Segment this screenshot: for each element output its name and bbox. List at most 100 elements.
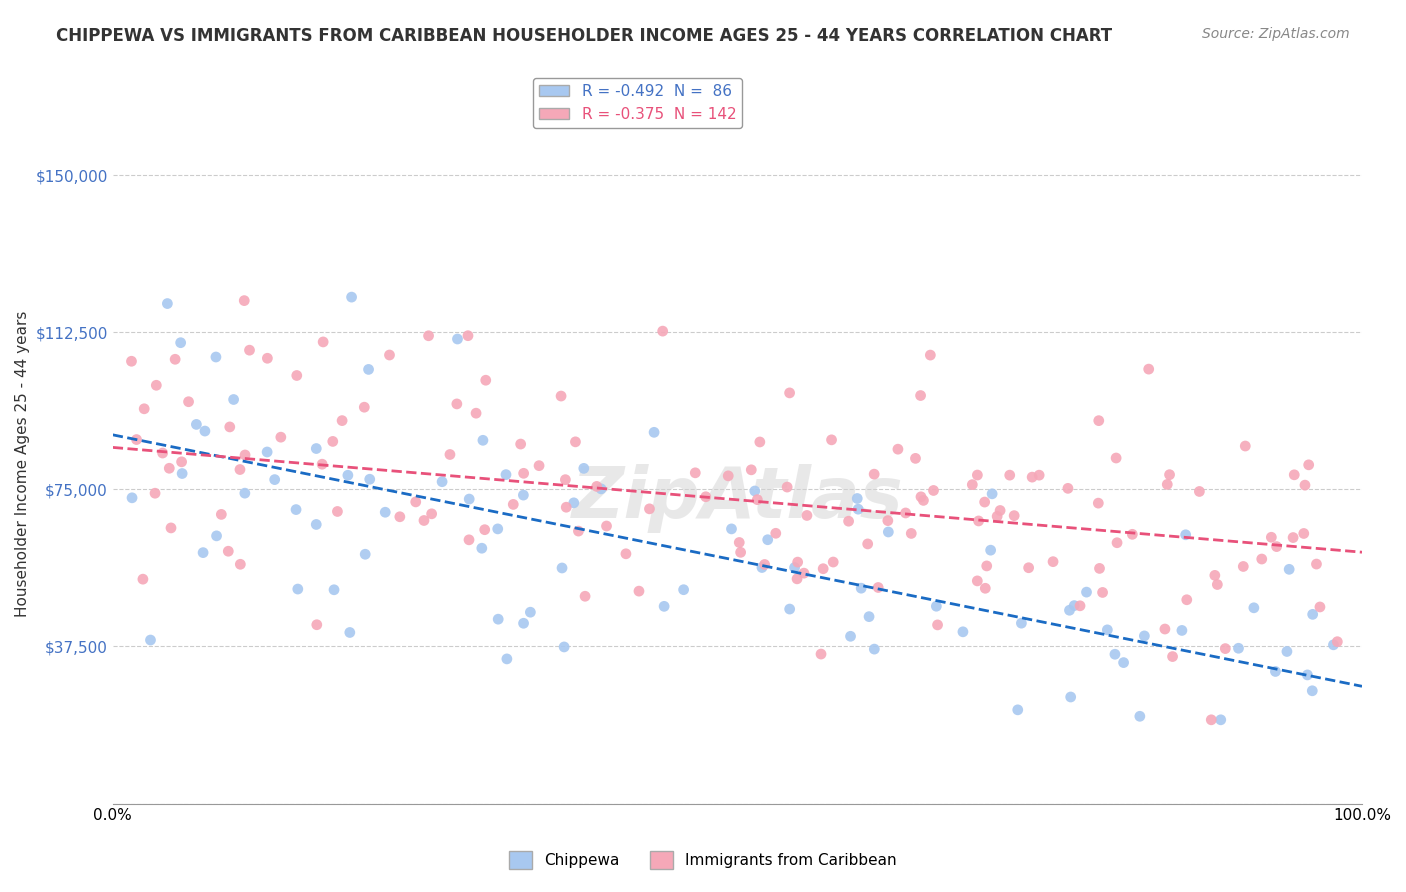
- Point: [311, 457, 333, 471]
- Point: [1282, 531, 1305, 545]
- Text: ZipAtlas: ZipAtlas: [571, 464, 903, 533]
- Point: [157, 461, 180, 475]
- Point: [562, 496, 585, 510]
- Point: [839, 629, 862, 643]
- Point: [1294, 478, 1316, 492]
- Point: [651, 324, 673, 338]
- Point: [740, 463, 762, 477]
- Point: [170, 455, 193, 469]
- Point: [156, 296, 179, 310]
- Point: [851, 581, 873, 595]
- Point: [1087, 496, 1109, 510]
- Point: [1250, 552, 1272, 566]
- Point: [1088, 561, 1111, 575]
- Point: [233, 448, 256, 462]
- Point: [486, 612, 509, 626]
- Point: [1171, 624, 1194, 638]
- Point: [1097, 623, 1119, 637]
- Point: [717, 468, 740, 483]
- Point: [374, 505, 396, 519]
- Point: [1227, 641, 1250, 656]
- Point: [263, 473, 285, 487]
- Point: [927, 618, 949, 632]
- Point: [1201, 713, 1223, 727]
- Point: [574, 589, 596, 603]
- Point: [1137, 362, 1160, 376]
- Y-axis label: Householder Income Ages 25 - 44 years: Householder Income Ages 25 - 44 years: [15, 311, 30, 617]
- Point: [595, 519, 617, 533]
- Point: [567, 524, 589, 538]
- Point: [326, 504, 349, 518]
- Point: [1087, 414, 1109, 428]
- Point: [988, 503, 1011, 517]
- Point: [359, 472, 381, 486]
- Point: [143, 486, 166, 500]
- Point: [439, 448, 461, 462]
- Point: [527, 458, 550, 473]
- Point: [388, 509, 411, 524]
- Point: [1129, 709, 1152, 723]
- Point: [339, 625, 361, 640]
- Point: [177, 394, 200, 409]
- Point: [1174, 528, 1197, 542]
- Point: [218, 420, 240, 434]
- Point: [512, 467, 534, 481]
- Point: [894, 506, 917, 520]
- Point: [238, 343, 260, 358]
- Point: [796, 508, 818, 523]
- Point: [152, 446, 174, 460]
- Point: [1010, 616, 1032, 631]
- Point: [172, 467, 194, 481]
- Text: Source: ZipAtlas.com: Source: ZipAtlas.com: [1202, 27, 1350, 41]
- Point: [169, 335, 191, 350]
- Point: [1060, 690, 1083, 704]
- Point: [564, 434, 586, 449]
- Point: [786, 572, 808, 586]
- Point: [1260, 530, 1282, 544]
- Point: [1209, 713, 1232, 727]
- Point: [205, 529, 228, 543]
- Point: [446, 332, 468, 346]
- Point: [1159, 467, 1181, 482]
- Point: [134, 401, 156, 416]
- Point: [256, 445, 278, 459]
- Point: [1278, 562, 1301, 576]
- Point: [1105, 450, 1128, 465]
- Point: [1007, 703, 1029, 717]
- Point: [1105, 535, 1128, 549]
- Point: [863, 467, 886, 482]
- Point: [233, 293, 256, 308]
- Point: [952, 624, 974, 639]
- Point: [519, 605, 541, 619]
- Point: [471, 434, 494, 448]
- Point: [585, 479, 607, 493]
- Point: [720, 522, 742, 536]
- Point: [191, 546, 214, 560]
- Point: [354, 547, 377, 561]
- Point: [877, 524, 900, 539]
- Point: [1002, 508, 1025, 523]
- Point: [165, 352, 187, 367]
- Point: [340, 290, 363, 304]
- Point: [555, 500, 578, 515]
- Point: [1296, 668, 1319, 682]
- Point: [910, 388, 932, 402]
- Point: [643, 425, 665, 440]
- Point: [502, 497, 524, 511]
- Legend: Chippewa, Immigrants from Caribbean: Chippewa, Immigrants from Caribbean: [503, 845, 903, 875]
- Point: [910, 490, 932, 504]
- Point: [1265, 540, 1288, 554]
- Point: [974, 581, 997, 595]
- Point: [145, 378, 167, 392]
- Point: [121, 491, 143, 505]
- Point: [858, 609, 880, 624]
- Point: [217, 544, 239, 558]
- Point: [1206, 577, 1229, 591]
- Point: [728, 535, 751, 549]
- Point: [512, 488, 534, 502]
- Point: [1264, 665, 1286, 679]
- Point: [305, 442, 328, 456]
- Point: [786, 555, 808, 569]
- Point: [820, 433, 842, 447]
- Point: [1309, 599, 1331, 614]
